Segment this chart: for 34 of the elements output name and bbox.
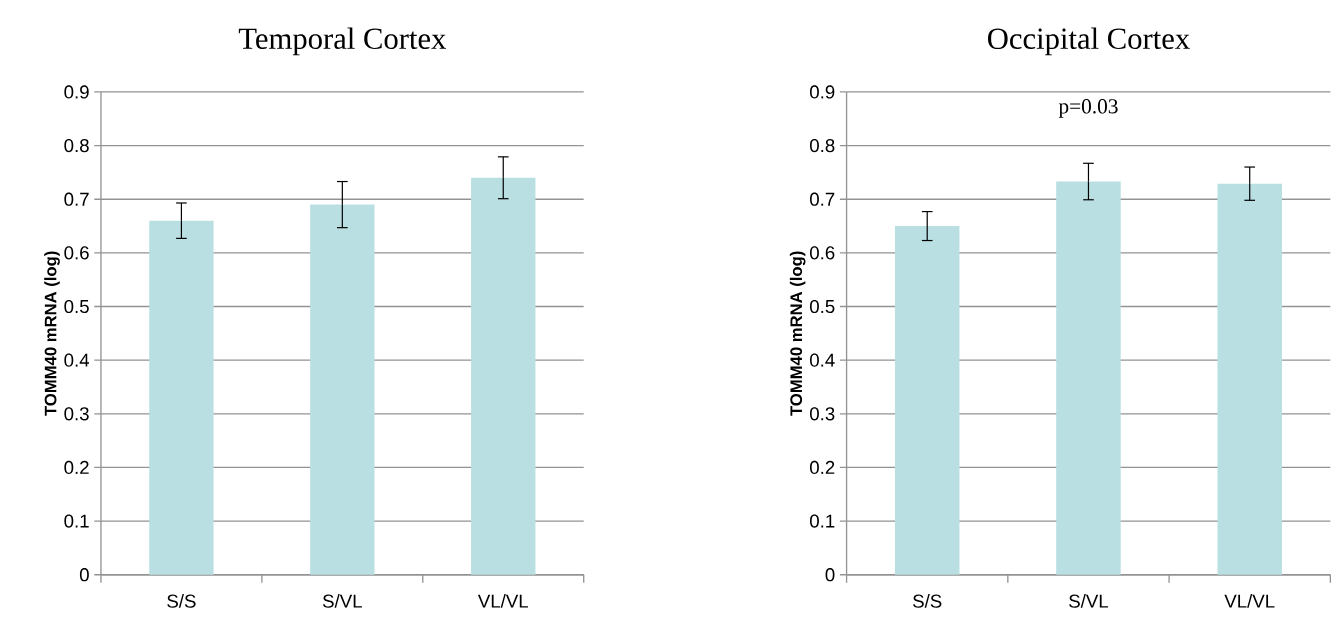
annotation: p=0.03 (1058, 99, 1118, 118)
y-tick-label: 0.7 (64, 192, 89, 206)
y-tick-label: 0.2 (810, 460, 835, 475)
bar (310, 204, 375, 575)
x-tick-label: VL/VL (1224, 594, 1275, 608)
y-tick-label: 0.1 (64, 514, 89, 528)
y-tick-label: 0 (825, 568, 835, 582)
y-tick-label: 0.9 (810, 85, 835, 99)
y-tick-label: 0.5 (810, 300, 835, 314)
y-tick-label: 0 (79, 568, 89, 582)
y-axis-title: TOMM40 mRNA (log) (789, 251, 806, 416)
y-tick-label: 0.2 (64, 460, 89, 475)
y-tick-label: 0.6 (810, 246, 835, 260)
chart-title: Occipital Cortex (988, 27, 1190, 56)
bar (149, 220, 214, 575)
chart-title: Temporal Cortex (238, 27, 447, 56)
x-tick-label: S/VL (322, 594, 362, 608)
x-tick-label: S/VL (1069, 594, 1109, 608)
y-tick-label: 0.3 (64, 407, 89, 421)
y-tick-label: 0.7 (810, 192, 835, 206)
bar (471, 177, 536, 575)
y-tick-label: 0.4 (810, 353, 835, 367)
y-tick-label: 0.8 (64, 139, 89, 153)
x-tick-label: S/S (913, 594, 942, 608)
y-tick-label: 0.3 (810, 407, 835, 421)
y-tick-label: 0.6 (64, 246, 89, 260)
y-tick-label: 0.1 (810, 514, 835, 528)
y-tick-label: 0.8 (810, 139, 835, 153)
x-tick-label: S/S (167, 594, 196, 608)
y-tick-label: 0.4 (64, 353, 90, 367)
y-tick-label: 0.5 (64, 300, 89, 314)
y-axis-title: TOMM40 mRNA (log) (44, 251, 60, 416)
y-tick-label: 0.9 (64, 85, 89, 99)
x-tick-label: VL/VL (477, 594, 529, 608)
